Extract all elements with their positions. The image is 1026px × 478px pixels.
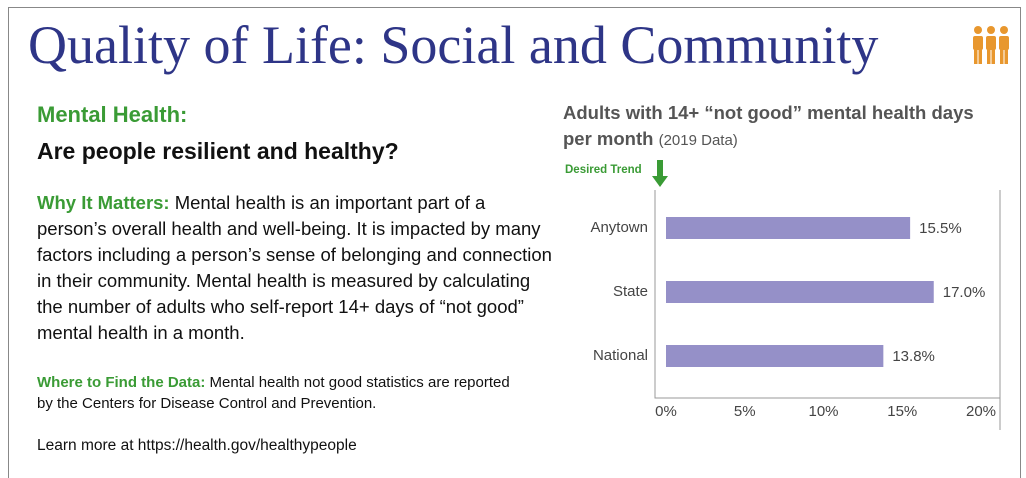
chart: Desired Trend 0% 5% 10% 15% 20% Anytown 15.5% S… [565, 26, 1009, 430]
annotation: Desired Trend [565, 164, 642, 176]
value-label: 13.8% [892, 348, 935, 365]
y-tick-label: National [593, 347, 648, 364]
where-paragraph: Where to Find the Data: Mental health no… [37, 372, 527, 414]
x-tick-label: 5% [734, 403, 756, 420]
page: Quality of Life: Social and Community Me… [8, 7, 1021, 478]
chart-title-block: Adults with 14+ “not good” mental health… [563, 100, 983, 154]
x-tick-label: 15% [887, 403, 917, 420]
learn-more: Learn more at https://health.gov/healthy… [37, 437, 357, 454]
plot-frame [654, 190, 1001, 430]
x-tick-label: 0% [655, 403, 677, 420]
chart-subtitle: (2019 Data) [658, 132, 738, 149]
why-paragraph: Why It Matters: Mental health is an impo… [37, 190, 552, 346]
why-label: Why It Matters: [37, 192, 170, 213]
where-text: Mental health not good statistics are re… [37, 374, 510, 412]
where-label: Where to Find the Data: [37, 374, 206, 391]
x-tick-label: 10% [808, 403, 838, 420]
page-title: Quality of Life: Social and Community [28, 15, 879, 75]
bar [666, 281, 934, 303]
x-tick-label: 20% [966, 403, 996, 420]
value-label: 17.0% [943, 284, 986, 301]
frame [8, 7, 1021, 478]
why-text: Mental health is an important part of a … [37, 192, 552, 343]
y-tick-label: Anytown [590, 219, 648, 236]
section-heading: Mental Health: [37, 102, 188, 127]
value-label: 15.5% [919, 220, 962, 237]
question: Are people resilient and healthy? [37, 138, 399, 164]
chart-title: Adults with 14+ “not good” mental health… [563, 102, 974, 149]
bar [666, 217, 911, 239]
y-tick-label: State [613, 283, 648, 300]
bar [666, 345, 884, 367]
trend-arrow [652, 160, 668, 187]
people-icon [973, 26, 1009, 64]
